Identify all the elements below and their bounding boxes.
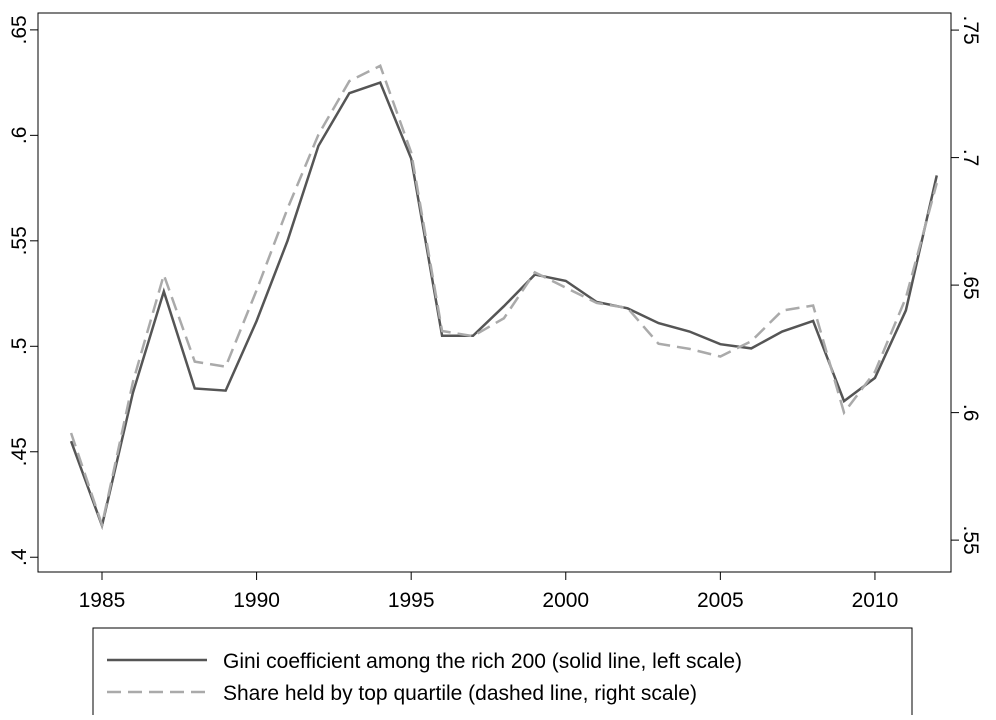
legend-box — [92, 627, 913, 720]
y-tick-label: .5 — [8, 338, 31, 356]
x-tick-label: 1985 — [79, 589, 126, 612]
y-tick-label: .4 — [8, 548, 31, 566]
legend-label: Gini coefficient among the rich 200 (sol… — [223, 650, 742, 673]
x-tick-label: 1990 — [233, 589, 280, 612]
y-tick-label: .45 — [8, 437, 31, 466]
legend-label: Share held by top quartile (dashed line,… — [223, 682, 697, 705]
x-tick-label: 2000 — [542, 589, 589, 612]
series-line — [69, 81, 938, 530]
y2-tick-label: .65 — [959, 271, 982, 300]
series-line — [69, 64, 938, 530]
y2-tick-label: .6 — [959, 404, 982, 422]
x-tick-label: 1995 — [388, 589, 435, 612]
y2-tick-label: .55 — [959, 526, 982, 555]
plot-frame — [37, 12, 952, 573]
y2-tick-label: .7 — [959, 149, 982, 167]
y-tick-label: .55 — [8, 226, 31, 255]
y-tick-label: .6 — [8, 127, 31, 145]
y-tick-label: .65 — [8, 15, 31, 44]
x-tick-label: 2010 — [852, 589, 899, 612]
x-tick-label: 2005 — [697, 589, 744, 612]
y2-tick-label: .75 — [959, 15, 982, 44]
